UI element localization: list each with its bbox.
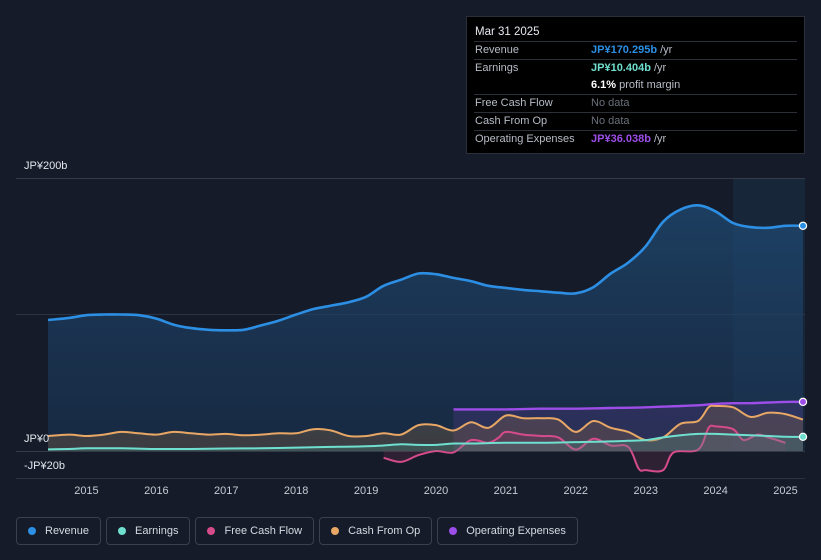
operating-expenses-dot-icon [449, 527, 458, 535]
tooltip-label [474, 77, 591, 94]
operating-expenses-line [453, 400, 804, 411]
tooltip-row-earnings: Earnings JP¥10.404b /yr [474, 59, 797, 77]
revenue-area [48, 205, 803, 451]
tooltip-value: No data [591, 115, 630, 127]
legend-label: Revenue [45, 525, 90, 537]
operating-expenses-end-point [798, 397, 808, 407]
x-tick-label-2025: 2025 [773, 485, 798, 497]
earnings-dot-icon [118, 527, 127, 535]
tooltip-unit: /yr [653, 62, 667, 74]
tooltip-value: JP¥10.404b [591, 62, 651, 74]
tooltip-label: Operating Expenses [475, 133, 575, 145]
legend-label: Free Cash Flow [224, 525, 303, 537]
tooltip-unit: /yr [660, 44, 673, 56]
revenue-end-point [798, 221, 808, 230]
y-label-top: JP¥200b [24, 160, 68, 172]
legend-earnings[interactable]: Earnings [106, 517, 191, 545]
free-cash-flow-dot-icon [207, 527, 216, 535]
legend-label: Cash From Op [348, 525, 421, 537]
tooltip-label: Earnings [475, 62, 519, 74]
y-label-zero: JP¥0 [24, 433, 50, 445]
x-tick-label-2019: 2019 [353, 485, 379, 497]
cash-from-op-area [48, 405, 803, 451]
tooltip-value: No data [591, 97, 630, 109]
x-tick-label-2016: 2016 [144, 485, 169, 497]
tooltip-label: Free Cash Flow [475, 97, 553, 109]
tooltip-value: JP¥170.295b [591, 44, 658, 56]
tooltip-row-fcf: Free Cash Flow No data [474, 94, 797, 112]
legend-label: Earnings [135, 525, 179, 537]
legend-label: Operating Expenses [466, 525, 566, 537]
cash-from-op-line [47, 404, 804, 442]
x-tick-label-2024: 2024 [703, 485, 728, 497]
earnings-area [48, 433, 803, 451]
legend-cash-from-op[interactable]: Cash From Op [319, 517, 433, 545]
legend: Revenue Earnings Free Cash Flow Cash Fro… [16, 517, 583, 545]
revenue-dot-icon [28, 527, 36, 535]
tooltip-date: Mar 31 2025 [475, 26, 540, 38]
tooltip-value: 6.1% [591, 79, 617, 91]
earnings-line [47, 432, 804, 451]
tooltip-unit: /yr [653, 133, 667, 145]
earnings-end-point [798, 432, 808, 442]
tooltip-row-opex: Operating Expenses JP¥36.038b /yr [474, 130, 797, 148]
tooltip-label: Cash From Op [475, 115, 548, 127]
x-tick-label-2022: 2022 [563, 485, 589, 497]
tooltip-value: JP¥36.038b [591, 133, 651, 145]
tooltip-row-cfo: Cash From Op No data [474, 112, 797, 130]
tooltip-row-margin: 6.1% profit margin [474, 77, 797, 94]
x-tick-label-2023: 2023 [633, 485, 658, 497]
x-tick-label-2015: 2015 [74, 485, 99, 497]
y-label-neg: -JP¥20b [24, 460, 65, 472]
tooltip-row-revenue: Revenue JP¥170.295b /yr [474, 41, 797, 59]
x-tick-label-2021: 2021 [493, 485, 519, 497]
legend-free-cash-flow[interactable]: Free Cash Flow [195, 517, 315, 545]
operating-expenses-area [453, 401, 803, 451]
tooltip-unit: profit margin [619, 79, 681, 91]
series-layer [47, 203, 808, 473]
cash-from-op-dot-icon [331, 527, 340, 535]
revenue-line [47, 203, 804, 332]
tooltip-label: Revenue [475, 44, 520, 56]
legend-revenue[interactable]: Revenue [16, 517, 102, 545]
free-cash-flow-area [383, 425, 786, 472]
x-tick-label-2020: 2020 [423, 485, 449, 497]
legend-operating-expenses[interactable]: Operating Expenses [437, 517, 578, 545]
x-tick-label-2017: 2017 [214, 485, 239, 497]
x-tick-label-2018: 2018 [283, 485, 309, 497]
tooltip-panel: Mar 31 2025 Revenue JP¥170.295b /yr Earn… [466, 16, 805, 154]
